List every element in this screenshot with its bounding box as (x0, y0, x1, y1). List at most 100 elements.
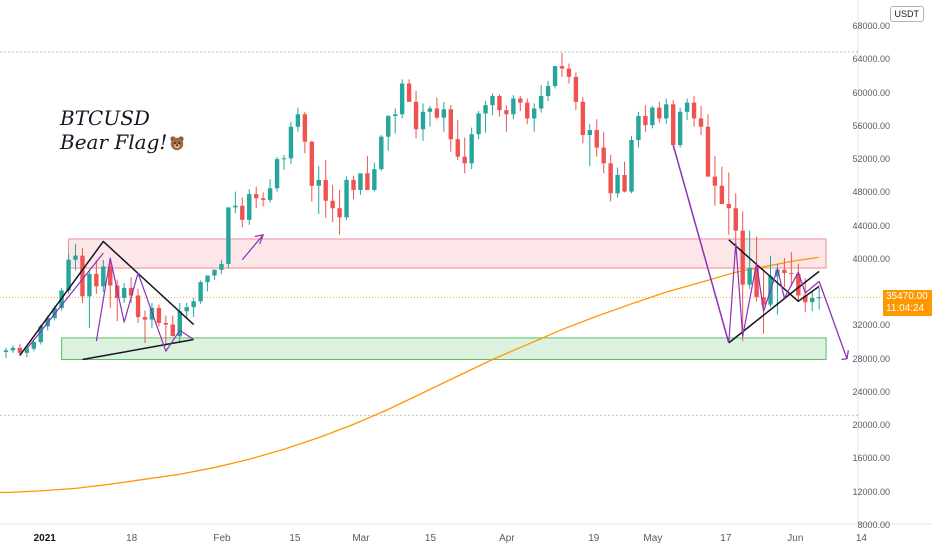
candle-body (247, 194, 252, 220)
price-tick-label: 8000.00 (857, 519, 890, 530)
candle-body (594, 130, 599, 148)
candle-body (177, 311, 182, 337)
price-tick-label: 52000.00 (852, 154, 890, 164)
candle-body (504, 110, 509, 115)
candle-body (796, 273, 801, 296)
candle-body (184, 307, 189, 312)
candle-body (691, 102, 697, 119)
time-tick-label: Mar (352, 533, 370, 544)
candle-body (497, 95, 502, 111)
candle-body (379, 136, 384, 170)
candle-body (191, 301, 196, 308)
candle-body (330, 200, 335, 209)
candle-body (525, 102, 530, 119)
time-tick-label: 15 (289, 533, 301, 544)
breakout-arrowhead (254, 234, 265, 245)
candle-body (80, 255, 85, 297)
pole-down-arrow (672, 144, 730, 344)
candle-body (698, 118, 704, 127)
candle-body (3, 350, 9, 353)
candle-body (274, 159, 280, 189)
chart-title-pattern: Bear Flag! (60, 130, 185, 154)
time-tick-label: Apr (499, 533, 515, 544)
resistance-zone (68, 238, 827, 269)
candle-body (163, 322, 169, 325)
candle-countdown: 11:04:24 (886, 303, 925, 314)
flag-pole-wave (26, 252, 104, 350)
time-tick-label: Jun (787, 533, 804, 544)
price-tick-label: 20000.00 (852, 420, 890, 430)
candle-body (309, 141, 314, 186)
flag-wave-path (95, 257, 194, 352)
candle-body (455, 139, 460, 157)
candle-body (170, 324, 175, 337)
candle-body (775, 269, 780, 277)
candle-body (94, 273, 99, 287)
candle-body (281, 158, 287, 160)
candle-body (226, 207, 231, 264)
projected-target-arrowhead (841, 350, 849, 361)
candle-body (24, 348, 30, 353)
support-zone (61, 337, 827, 361)
candle-body (101, 266, 106, 287)
candle-body (441, 109, 447, 118)
time-tick-label: 15 (424, 533, 437, 544)
currency-selector[interactable]: USDT (889, 6, 924, 22)
candle-body (87, 273, 92, 297)
candle-body (295, 114, 301, 127)
candle-body (657, 107, 662, 119)
price-tick-label: 44000.00 (852, 220, 890, 231)
candle-body (580, 101, 586, 136)
flag-base-trendline (82, 338, 194, 361)
candle-body (476, 113, 481, 135)
candle-body (705, 126, 711, 177)
price-tick-label: 68000.00 (852, 21, 890, 31)
candle-body (108, 266, 113, 286)
candle-body (17, 347, 23, 353)
candle-body (684, 102, 690, 112)
candle-body (38, 326, 43, 343)
pennant-upper-line (728, 239, 820, 303)
candle-body (664, 104, 669, 119)
candle-body (573, 76, 579, 102)
candle-body (803, 295, 808, 303)
last-price-value: 35470.00 (886, 291, 928, 302)
bear-face-icon (170, 136, 185, 151)
candle-body (323, 179, 328, 201)
candle-body (719, 185, 725, 205)
moving-average-line (0, 256, 820, 494)
candle-body (205, 275, 210, 283)
candle-body (761, 297, 766, 305)
price-tick-label: 64000.00 (852, 54, 890, 65)
candle-body (156, 307, 162, 323)
candle-body (671, 104, 676, 146)
candle-body (789, 273, 794, 275)
candle-body (198, 282, 203, 302)
price-tick-label: 32000.00 (852, 320, 890, 331)
pennant-lower-line (728, 270, 820, 344)
candle-body (643, 115, 648, 126)
candle-body (73, 255, 78, 260)
breakout-arrow (241, 234, 264, 261)
price-tick-label: 28000.00 (852, 353, 890, 364)
price-tick-label: 12000.00 (852, 486, 890, 497)
price-tick-label: 16000.00 (852, 453, 890, 464)
candle-body (427, 108, 433, 112)
candle-body (212, 269, 217, 276)
candle-body (810, 297, 815, 303)
candle-body (267, 188, 273, 200)
time-tick-label: May (643, 533, 663, 544)
last-price-tag: 35470.00 11:04:24 (883, 290, 932, 316)
candle-body (240, 205, 245, 220)
candle-body (538, 95, 544, 109)
candle-body (511, 98, 516, 115)
candle-body (559, 66, 565, 69)
candle-body (816, 297, 822, 299)
candle-body (10, 347, 16, 351)
candle-body (462, 156, 467, 164)
candle-body (434, 108, 440, 118)
candle-body (615, 174, 620, 194)
candle-body (358, 173, 363, 190)
